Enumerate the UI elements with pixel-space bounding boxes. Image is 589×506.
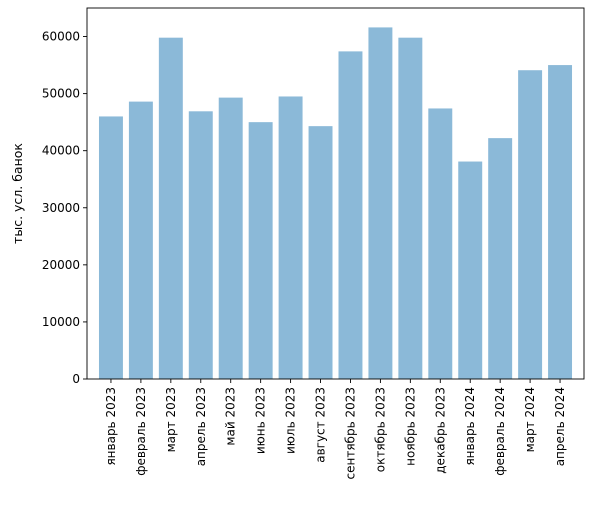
x-tick-label: февраль 2024 xyxy=(493,387,507,476)
x-tick-label: декабрь 2023 xyxy=(433,387,447,474)
bar-1 xyxy=(98,116,123,379)
x-ticks-group: январь 2023 февраль 2023 март 2023 апрель 2… xyxy=(104,379,567,479)
bars-group xyxy=(98,27,573,380)
bar-14 xyxy=(488,138,513,379)
plot-frame xyxy=(86,7,585,380)
bar-5 xyxy=(218,97,243,379)
bar-12 xyxy=(428,108,453,379)
bar-16 xyxy=(548,65,573,380)
x-tick-label: февраль 2023 xyxy=(134,387,148,476)
bar-4 xyxy=(188,111,213,379)
x-tick-label: июнь 2023 xyxy=(254,387,268,454)
x-tick-label: ноябрь 2023 xyxy=(403,387,417,466)
bar-10 xyxy=(368,27,393,379)
x-tick-label: октябрь 2023 xyxy=(373,387,387,472)
x-tick-label: январь 2024 xyxy=(463,387,477,466)
bar-8 xyxy=(308,126,333,379)
bar-15 xyxy=(518,70,543,380)
y-tick-label: 20000 xyxy=(42,258,80,272)
y-ticks-group: 0 10000 20000 30000 40000 50000 60000 xyxy=(42,30,87,386)
bar-9 xyxy=(338,51,363,380)
x-tick-label: март 2023 xyxy=(164,387,178,452)
bar-6 xyxy=(248,122,273,380)
x-tick-label: май 2023 xyxy=(224,387,238,446)
bar-13 xyxy=(458,161,483,379)
x-tick-label: апрель 2024 xyxy=(553,387,567,466)
y-tick-label: 50000 xyxy=(42,87,80,101)
bar-7 xyxy=(278,96,303,379)
x-tick-label: сентябрь 2023 xyxy=(343,387,357,479)
x-tick-label: март 2024 xyxy=(523,387,537,452)
y-tick-label: 10000 xyxy=(42,315,80,329)
x-tick-label: август 2023 xyxy=(314,387,328,463)
x-tick-label: июль 2023 xyxy=(284,387,298,454)
bar-3 xyxy=(158,37,183,380)
y-tick-label: 40000 xyxy=(42,144,80,158)
y-tick-label: 60000 xyxy=(42,30,80,44)
x-tick-label: январь 2023 xyxy=(104,387,118,466)
bar-11 xyxy=(398,37,423,380)
bar-2 xyxy=(128,101,153,380)
y-axis-label: тыс. усл. банок xyxy=(10,143,25,244)
y-tick-label: 0 xyxy=(72,372,80,386)
x-tick-label: апрель 2023 xyxy=(194,387,208,466)
y-tick-label: 30000 xyxy=(42,201,80,215)
